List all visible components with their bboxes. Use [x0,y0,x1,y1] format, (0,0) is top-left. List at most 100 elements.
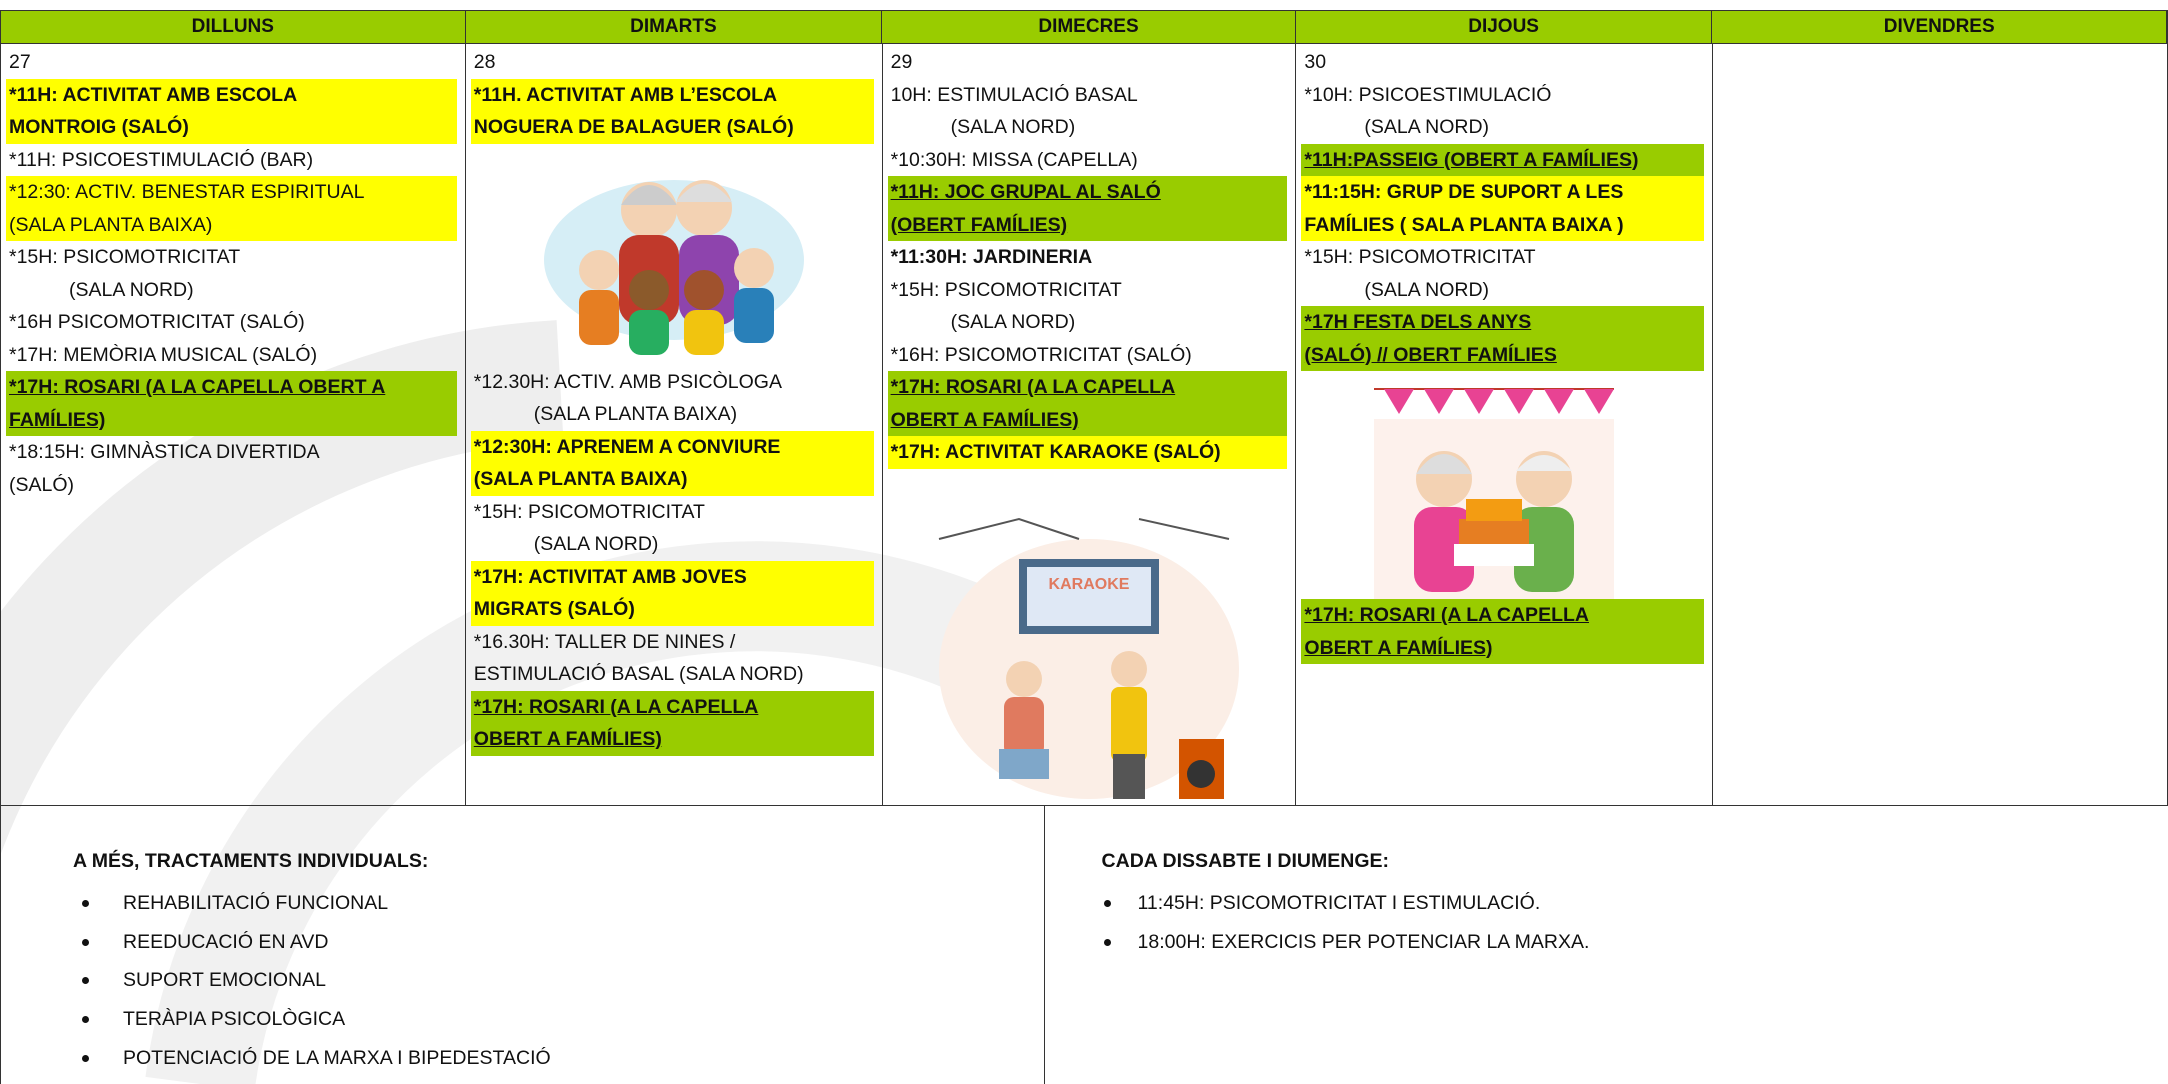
activity-line: (SALA PLANTA BAIXA) [9,213,213,236]
activity-line: *17H: ROSARI (A LA CAPELLA [890,376,1176,398]
activity-line: *11H:PASSEIG (OBERT A FAMÍLIES) [1304,148,1639,171]
footer-title: A MÉS, TRACTAMENTS INDIVIDUALS: [73,850,429,872]
activity: *17H: ROSARI (A LA CAPELLA OBERT A FAMÍLI… [6,371,457,436]
activity-line: FAMÍLIES ( SALA PLANTA BAIXA ) [1304,213,1624,236]
activity-line: *12:30H: APRENEM A CONVIURE [473,435,781,458]
footer-right: CADA DISSABTE I DIUMENGE: 11:45H: PSICOM… [1045,806,2168,1084]
svg-text:KARAOKE: KARAOKE [1049,576,1130,593]
day-header: DIJOUS [1296,11,1713,43]
bullet-item: 18:00H: EXERCICIS PER POTENCIAR LA MARXA… [1102,923,2168,962]
day-column [1713,44,2168,805]
activity-line: *17H: MEMÒRIA MUSICAL (SALÓ) [9,343,318,366]
illustration-elders [543,179,804,355]
activity: *12:30H: APRENEM A CONVIURE (SALA PLANTA … [470,430,874,496]
activity-line: *10:30H: MISSA (CAPELLA) [890,148,1138,171]
day-column: 27 *11H: ACTIVITAT AMB ESCOLA MONTROIG (SA… [1,44,466,805]
activity: *10:30H: MISSA (CAPELLA) [891,144,1288,177]
activity-line: *12:30: ACTIV. BENESTAR ESPIRITUAL [9,181,365,203]
footer-title: CADA DISSABTE I DIUMENGE: [1101,850,1389,872]
footer: A MÉS, TRACTAMENTS INDIVIDUALS: REHABILI… [0,806,2168,1084]
activity: *11H: JOC GRUPAL AL SALÓ (OBERT FAMÍLIES) [887,176,1288,241]
activity: *11H. ACTIVITAT AMB L’ESCOLA NOGUERA DE B… [470,78,874,144]
activity-line: *15H: PSICOMOTRICITAT [9,246,241,268]
activity-line: *12.30H: ACTIV. AMB PSICÒLOGA [473,370,782,393]
activity-line: *11H: PSICOESTIMULACIÓ (BAR) [9,148,314,171]
activity-line: FAMÍLIES) [9,408,106,431]
activity-line: (SALA NORD) [69,278,194,301]
activity-line: OBERT A FAMÍLIES) [890,408,1079,431]
activity-line: *16H: PSICOMOTRICITAT (SALÓ) [890,343,1192,366]
activity-line: (SALA NORD) [950,116,1076,138]
activity-line: *16.30H: TALLER DE NINES / [473,630,736,653]
activity: *15H: PSICOMOTRICITAT (SALA NORD) [891,274,1288,339]
activity-line: *15H: PSICOMOTRICITAT [1304,246,1536,268]
date: 28 [473,51,496,73]
activity: *18:15H: GIMNÀSTICA DIVERTIDA (SALÓ) [9,436,457,501]
activity: *17H: ACTIVITAT KARAOKE (SALÓ) [887,436,1288,469]
activity-line: (OBERT FAMÍLIES) [890,213,1068,236]
activity: *17H FESTA DELS ANYS (SALÓ) // OBERT FAMÍ… [1301,306,1705,371]
activity: *10H: PSICOESTIMULACIÓ (SALA NORD) [1304,79,1704,144]
date: 27 [9,51,31,73]
activity-line: (SALA NORD) [1364,116,1490,138]
bullet-item: 11:45H: PSICOMOTRICITAT I ESTIMULACIÓ. [1102,884,2168,923]
body-row: 27 *11H: ACTIVITAT AMB ESCOLA MONTROIG (SA… [0,44,2168,806]
bullet-item: REHABILITACIÓ FUNCIONAL [73,884,1044,923]
activity-line: *10H: PSICOESTIMULACIÓ [1304,83,1552,106]
illustration-karaoke: KARAOKE [938,517,1239,799]
activity-line: OBERT A FAMÍLIES) [1304,636,1493,659]
activity-line: OBERT A FAMÍLIES) [473,728,662,750]
day-column: 30 *10H: PSICOESTIMULACIÓ (SALA NORD) *11H:… [1296,44,1714,805]
activity: *11:30H: JARDINERIA [891,241,1288,274]
illustration-birthday [1374,388,1615,599]
activity: *15H: PSICOMOTRICITAT (SALA NORD) [474,496,874,561]
day-header: DIVENDRES [1712,11,2167,43]
activity-line: (SALA PLANTA BAIXA) [473,468,688,490]
activity-line: (SALA NORD) [1364,278,1490,301]
bullet-item: POTENCIACIÓ DE LA MARXA I BIPEDESTACIÓ [73,1039,1044,1078]
day-column: 29 10H: ESTIMULACIÓ BASAL (SALA NORD) *10:3… [883,44,1297,805]
date: 30 [1304,51,1327,73]
activity-line: *16H PSICOMOTRICITAT (SALÓ) [9,311,305,333]
activity-line: *15H: PSICOMOTRICITAT [890,278,1122,301]
day-header: DIMARTS [466,11,883,43]
day-header: DILLUNS [1,11,466,43]
activity: *11H: PSICOESTIMULACIÓ (BAR) [9,144,457,177]
activity-line: 10H: ESTIMULACIÓ BASAL [890,83,1138,106]
activity: *17H: ROSARI (A LA CAPELLA OBERT A FAMÍLI… [470,690,874,756]
activity: *15H: PSICOMOTRICITAT (SALA NORD) [9,241,457,306]
activity: *17H: ROSARI (A LA CAPELLA OBERT A FAMÍLI… [887,371,1288,436]
activity: *12.30H: ACTIV. AMB PSICÒLOGA (SALA PLANT… [474,366,874,431]
activity: *16.30H: TALLER DE NINES / ESTIMULACIÓ BA… [474,626,874,691]
footer-left: A MÉS, TRACTAMENTS INDIVIDUALS: REHABILI… [1,806,1045,1084]
activity-line: *17H: ROSARI (A LA CAPELLA [473,695,759,718]
bullet-item: TERÀPIA PSICOLÒGICA [73,1000,1044,1039]
bullet-item: SUPORT EMOCIONAL [73,961,1044,1000]
activity-line: *17H: ACTIVITAT AMB JOVES [473,565,747,588]
header-row: DILLUNS DIMARTS DIMECRES DIJOUS DIVENDRES [0,10,2168,44]
activity-line: ESTIMULACIÓ BASAL (SALA NORD) [473,663,804,685]
activity-line: (SALÓ) // OBERT FAMÍLIES [1304,343,1557,366]
activity-line: *17H: ACTIVITAT KARAOKE (SALÓ) [890,441,1221,463]
activity-line: (SALA PLANTA BAIXA) [533,403,738,425]
activity-line: *17H: ROSARI (A LA CAPELLA OBERT A [9,376,386,398]
activity-line: *11:15H: GRUP DE SUPORT A LES [1304,181,1624,203]
activity: *11H: ACTIVITAT AMB ESCOLA MONTROIG (SALÓ… [6,78,457,144]
activity-line: (SALÓ) [9,473,75,496]
schedule: DILLUNS DIMARTS DIMECRES DIJOUS DIVENDRES 27… [0,10,2168,806]
activity: *15H: PSICOMOTRICITAT (SALA NORD) [1304,241,1704,306]
activity: *11H:PASSEIG (OBERT A FAMÍLIES) [1301,143,1705,176]
day-column: 28 *11H. ACTIVITAT AMB L’ESCOLA NOGUERA DE… [466,44,883,805]
date: 29 [890,51,913,73]
activity-line: MONTROIG (SALÓ) [9,116,189,138]
activity: 10H: ESTIMULACIÓ BASAL (SALA NORD) [891,79,1288,144]
activity-line: MIGRATS (SALÓ) [473,598,635,620]
activity-line: *17H: ROSARI (A LA CAPELLA [1304,604,1589,626]
activity-line: *17H FESTA DELS ANYS [1304,311,1532,333]
activity: *17H: ACTIVITAT AMB JOVES MIGRATS (SALÓ) [470,560,874,626]
activity-line: *11H: JOC GRUPAL AL SALÓ [890,181,1161,203]
day-header: DIMECRES [882,11,1296,43]
watermark-arc [145,541,1112,1084]
activity: *17H: ROSARI (A LA CAPELLA OBERT A FAMÍLI… [1301,599,1705,664]
